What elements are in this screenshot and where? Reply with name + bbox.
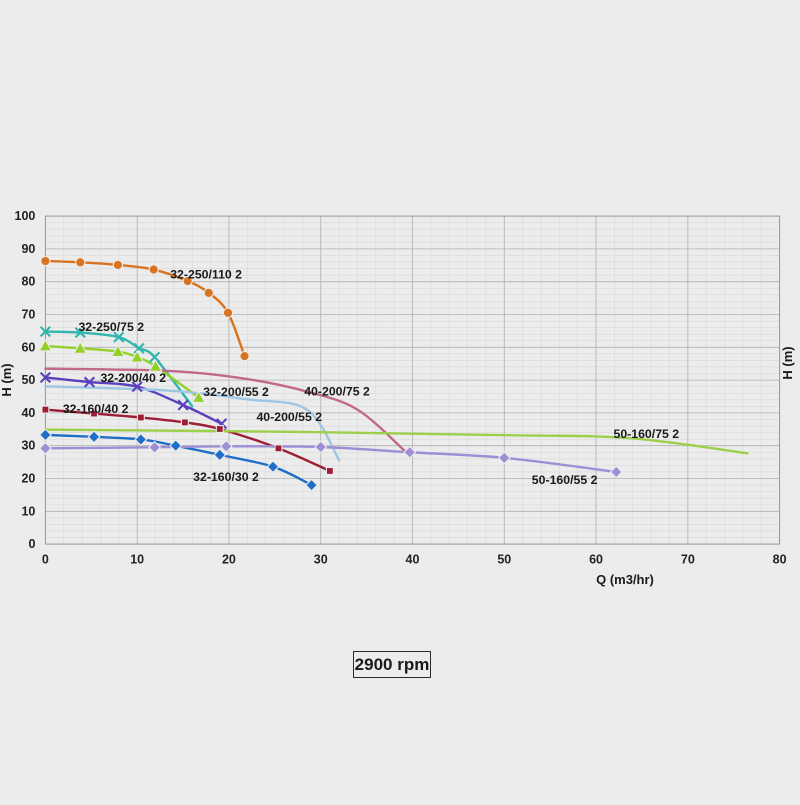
svg-text:Q (m3/hr): Q (m3/hr) xyxy=(596,572,654,587)
svg-text:80: 80 xyxy=(21,275,35,289)
svg-text:0: 0 xyxy=(42,553,49,567)
svg-text:50: 50 xyxy=(497,553,511,567)
svg-text:60: 60 xyxy=(21,340,35,354)
svg-text:32-250/110 2: 32-250/110 2 xyxy=(170,268,242,282)
svg-text:30: 30 xyxy=(21,439,35,453)
svg-text:40: 40 xyxy=(406,553,420,567)
svg-text:70: 70 xyxy=(681,553,695,567)
svg-text:40: 40 xyxy=(21,406,35,420)
svg-text:32-250/75 2: 32-250/75 2 xyxy=(78,320,144,334)
svg-text:40-200/75 2: 40-200/75 2 xyxy=(304,385,370,399)
svg-text:100: 100 xyxy=(15,209,36,223)
svg-text:20: 20 xyxy=(222,553,236,567)
svg-text:50-160/55 2: 50-160/55 2 xyxy=(532,473,598,487)
svg-text:20: 20 xyxy=(21,472,35,486)
svg-text:30: 30 xyxy=(314,553,328,567)
svg-text:32-160/30 2: 32-160/30 2 xyxy=(193,470,259,484)
svg-text:90: 90 xyxy=(21,242,35,256)
svg-text:32-200/55 2: 32-200/55 2 xyxy=(203,385,269,399)
svg-text:50: 50 xyxy=(21,373,35,387)
svg-text:32-200/40 2: 32-200/40 2 xyxy=(100,371,166,385)
svg-text:40-200/55 2: 40-200/55 2 xyxy=(256,410,322,424)
svg-text:H (m): H (m) xyxy=(780,346,795,379)
svg-text:10: 10 xyxy=(130,553,144,567)
svg-text:70: 70 xyxy=(21,308,35,322)
svg-text:32-160/40 2: 32-160/40 2 xyxy=(63,402,129,416)
svg-text:50-160/75 2: 50-160/75 2 xyxy=(613,427,679,441)
svg-text:10: 10 xyxy=(21,504,35,518)
svg-text:H (m): H (m) xyxy=(0,363,14,396)
svg-text:60: 60 xyxy=(589,553,603,567)
svg-text:80: 80 xyxy=(773,553,787,567)
svg-text:0: 0 xyxy=(28,537,35,551)
